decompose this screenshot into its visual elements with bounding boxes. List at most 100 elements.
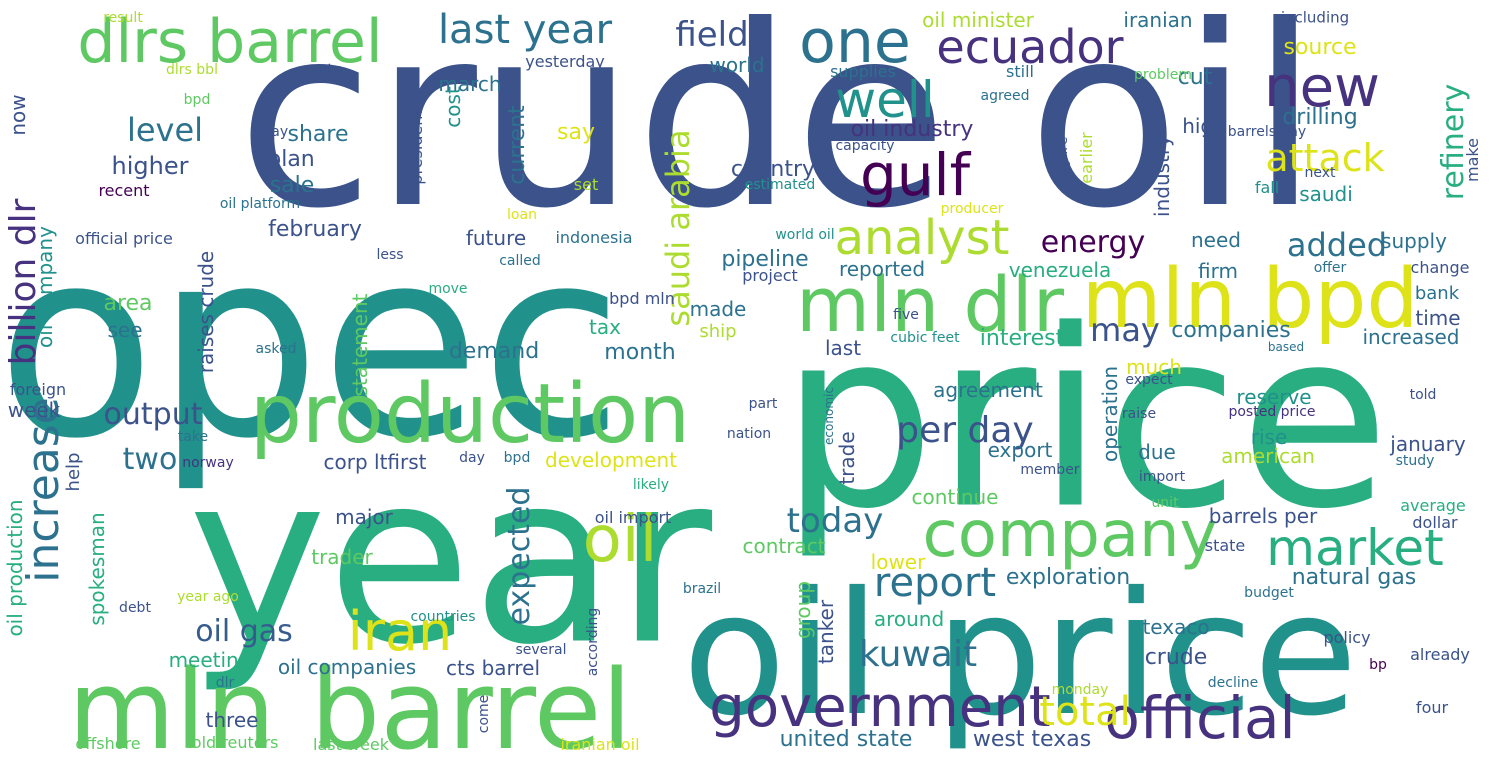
word-field: field <box>675 15 749 55</box>
word-help: help <box>63 452 84 492</box>
word-unit: unit <box>1151 495 1179 511</box>
word-president: president <box>407 109 426 185</box>
word-exploration: exploration <box>1005 565 1131 590</box>
word-budget: budget <box>1244 585 1294 601</box>
word-sale: sale <box>269 173 315 198</box>
word-continue: continue <box>911 485 999 509</box>
word-reserve: reserve <box>1236 385 1312 409</box>
word-according: according <box>585 607 601 677</box>
word-plan: plan <box>267 147 315 172</box>
word-current: current <box>505 105 530 185</box>
word-oil-import: oil import <box>594 508 672 527</box>
word-march: march <box>438 72 502 96</box>
word-drilling: drilling <box>1282 105 1358 130</box>
word-world-oil: world oil <box>775 227 835 243</box>
word-world: world <box>709 53 765 77</box>
word-added: added <box>1286 226 1388 264</box>
word-price: price <box>780 277 1390 563</box>
word-operation: operation <box>1098 365 1122 463</box>
word-united-state: united state <box>779 727 913 752</box>
word-rise: rise <box>1250 425 1288 449</box>
word-state: state <box>1204 536 1246 555</box>
word-reported: reported <box>838 257 926 281</box>
word-texaco: texaco <box>1142 615 1210 639</box>
word-dlr: dlr <box>215 675 235 691</box>
word-bpd-mln: bpd mln <box>609 289 675 308</box>
word-higher: higher <box>111 152 189 180</box>
word-oil-gas: oil gas <box>195 614 293 649</box>
word-opec: opec <box>0 194 624 496</box>
word-bpd: bpd <box>183 92 211 108</box>
word-mln-dlr: mln dlr <box>795 260 1065 349</box>
word-indonesia: indonesia <box>555 228 633 247</box>
word-oil-platform: oil platform <box>219 196 301 212</box>
word-loan: loan <box>507 207 537 223</box>
word-set: set <box>573 175 599 194</box>
word-statement: statement <box>348 293 372 397</box>
word-say: say <box>557 120 595 145</box>
word-official: official <box>1104 684 1296 752</box>
word-expected: expected <box>502 486 537 626</box>
word-year-ago: year ago <box>177 589 239 605</box>
word-share: share <box>287 122 349 147</box>
word-bp: bp <box>1369 657 1387 673</box>
word-trader: trader <box>311 545 373 569</box>
word-barrels-day: barrels day <box>1227 124 1307 140</box>
word-venezuela: venezuela <box>1008 258 1112 282</box>
word-agreed: agreed <box>980 88 1030 104</box>
word-spokesman: spokesman <box>85 512 109 626</box>
word-last: last <box>824 336 862 360</box>
word-development: development <box>545 448 677 472</box>
word-offer: offer <box>1313 260 1347 276</box>
word-member: member <box>1020 462 1080 478</box>
word-ecuador: ecuador <box>936 20 1124 74</box>
word-january: january <box>1390 432 1466 456</box>
word-week: week <box>7 398 61 422</box>
word-crude: crude <box>1144 645 1208 670</box>
word-oil-companies: oil companies <box>277 655 417 679</box>
word-oil: oil <box>582 503 658 577</box>
word-recent: recent <box>98 181 150 200</box>
word-nation: nation <box>726 426 772 442</box>
word-posted-price: posted price <box>1228 404 1316 420</box>
word-government: government <box>709 675 1051 740</box>
word-bpd: bpd <box>503 450 531 466</box>
word-energy: energy <box>1040 225 1146 260</box>
word-cubic-feet: cubic feet <box>890 330 960 346</box>
word-several: several <box>515 642 567 658</box>
word-pipeline: pipeline <box>721 247 809 272</box>
word-mln-bpd: mln bpd <box>1081 252 1419 347</box>
word-average: average <box>1400 496 1466 515</box>
word-import: import <box>1138 469 1186 485</box>
word-study: study <box>1395 453 1435 469</box>
word-official-price: official price <box>75 229 173 248</box>
word-due: due <box>1138 440 1176 464</box>
word-may: may <box>1090 311 1160 349</box>
word-two: two <box>122 442 178 477</box>
word-decline: decline <box>1207 675 1259 691</box>
word-much: much <box>1126 355 1182 379</box>
word-industry: industry <box>1150 135 1174 217</box>
word-west-texas: west texas <box>972 727 1092 752</box>
word-output: output <box>103 397 203 432</box>
word-export: export <box>987 438 1053 462</box>
word-make: make <box>1463 138 1482 182</box>
word-policy: policy <box>1323 628 1371 647</box>
word-american: american <box>1221 444 1315 468</box>
word-cost: cost <box>441 86 465 128</box>
word-per-day: per day <box>896 410 1034 451</box>
word-last-year: last year <box>437 7 613 53</box>
word-oil-price: oil price <box>682 556 1358 754</box>
word-analyst: analyst <box>834 210 1010 266</box>
word-contract: contract <box>742 534 826 558</box>
word-last-week: last week <box>313 735 389 754</box>
word-problem: problem <box>1134 67 1192 83</box>
word-economic: economic <box>822 387 836 445</box>
word-still: still <box>1006 62 1034 81</box>
word-trade: trade <box>835 431 859 485</box>
word-iranian-oil: iranian oil <box>560 735 640 754</box>
word-result: result <box>103 10 143 26</box>
word-level: level <box>126 111 204 149</box>
word-agreement: agreement <box>933 378 1043 402</box>
